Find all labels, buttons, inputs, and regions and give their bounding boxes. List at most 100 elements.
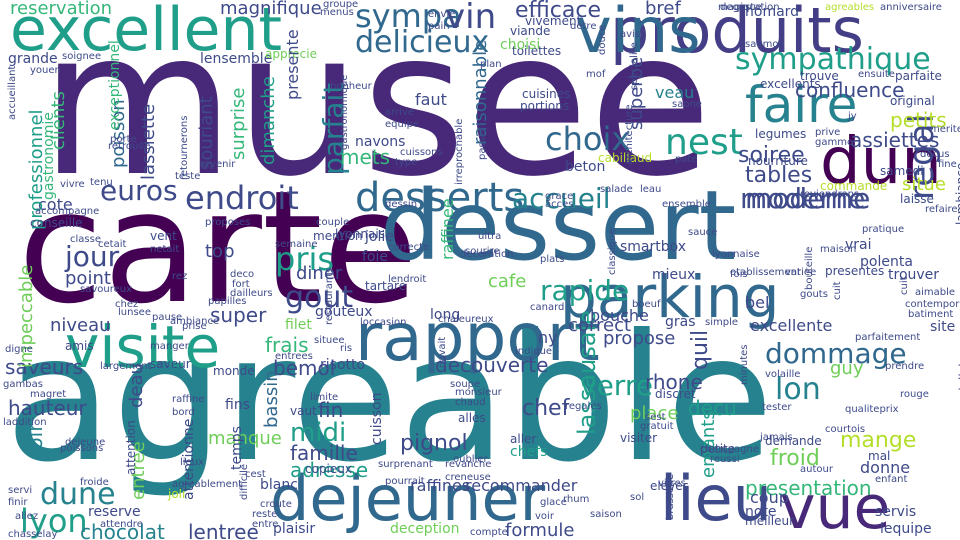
word-222: soupe [450, 379, 481, 390]
word-50: assiettes [850, 128, 940, 152]
word-332: surprenant [378, 459, 433, 470]
word-247: chasselay [8, 529, 58, 540]
word-103: note [745, 504, 777, 520]
word-138: trouve [800, 69, 839, 83]
word-328: volaille [765, 369, 801, 380]
word-225: deco [230, 269, 255, 280]
word-133: nourriture [748, 154, 808, 168]
word-207: prendre [885, 361, 925, 372]
word-131: cabillaud [598, 151, 653, 165]
word-233: classe [70, 234, 101, 245]
word-330: refaire [925, 204, 958, 215]
word-338: cuit [899, 276, 910, 295]
word-107: reserve [88, 504, 141, 520]
word-141: original [890, 94, 935, 108]
word-11: lieu [660, 462, 772, 535]
word-199: leau [640, 184, 662, 195]
word-22: sympa [355, 0, 462, 35]
word-72: frais [265, 333, 309, 357]
word-324: lyonnaise [712, 249, 760, 260]
word-61: saveurs [5, 355, 84, 379]
word-251: reste [252, 509, 278, 520]
word-192: sourire [465, 246, 500, 257]
word-231: netait [150, 244, 180, 255]
word-264: aimable [915, 287, 956, 298]
word-35: euros [100, 174, 178, 207]
word-57: top [205, 241, 235, 262]
word-217: qualiteprix [845, 404, 899, 415]
word-322: correcte [388, 242, 430, 253]
word-140: parfaite [895, 69, 942, 83]
word-204: canard [530, 302, 565, 313]
word-267: merite [930, 124, 960, 135]
word-240: dejeune [65, 437, 106, 448]
word-289: menus [320, 7, 354, 18]
word-206: parfaitement [855, 332, 921, 343]
word-65: famille [290, 441, 358, 465]
word-280: jamais [760, 432, 793, 443]
word-316: ris [340, 343, 353, 354]
word-265: contemporain [905, 299, 960, 310]
word-304: manger [150, 341, 189, 352]
word-150: surprise [228, 87, 249, 160]
word-274: prive [815, 127, 841, 138]
word-122: smartbox [620, 239, 687, 255]
word-124: vrai [845, 237, 872, 253]
word-302: cuisson [369, 392, 385, 446]
word-14: faire [745, 76, 858, 134]
word-220: regales [565, 401, 602, 412]
word-253: compte [470, 527, 508, 538]
word-219: attention [124, 420, 138, 475]
word-157: mention [313, 229, 363, 243]
word-20: sympathique [735, 42, 931, 77]
word-260: revanche [445, 459, 492, 470]
word-292: soignee [62, 51, 102, 62]
word-56: cote [38, 195, 73, 214]
word-165: aller [510, 432, 537, 446]
word-100: servis [875, 504, 917, 520]
word-173: voir [535, 511, 554, 522]
word-44: formule [505, 520, 575, 540]
word-129: moderne [745, 182, 871, 215]
word-114: fins [225, 397, 250, 413]
word-28: lon [775, 372, 821, 407]
word-303: restaurants [324, 267, 335, 325]
word-106: gras [665, 314, 696, 330]
word-212: sest [645, 412, 666, 423]
word-164: alles [458, 411, 486, 425]
word-23: vin [445, 0, 497, 37]
word-77: cafe [488, 271, 527, 292]
word-136: laisse [900, 192, 934, 206]
word-2: agreable [5, 298, 774, 501]
word-258: decoration [460, 249, 514, 260]
word-42: chocolat [80, 520, 165, 540]
word-117: gouteux [315, 304, 373, 320]
word-339: dessin [385, 199, 418, 210]
word-126: presentes [825, 264, 885, 278]
word-188: navons [355, 134, 406, 150]
word-139: ensuite [858, 69, 895, 80]
word-229: rez [172, 271, 188, 282]
word-221: monsieur [455, 387, 502, 398]
word-226: fort [232, 279, 250, 290]
word-21: delicieux [355, 25, 490, 60]
word-250: attendre [100, 519, 143, 530]
word-71: bemol [273, 356, 336, 380]
word-52: confluence [795, 78, 905, 102]
word-26: magnifique [220, 0, 322, 19]
word-318: ny [538, 328, 558, 347]
word-84: bref [645, 0, 681, 19]
word-242: raffine [172, 394, 205, 405]
word-83: situe [902, 174, 946, 195]
word-178: degustation [720, 2, 780, 13]
word-295: teste [175, 171, 201, 182]
word-311: pause [152, 312, 183, 323]
word-170: servi [8, 485, 33, 496]
word-46: froid [770, 446, 820, 471]
word-158: semaine [275, 239, 318, 250]
word-115: vaut [290, 404, 317, 418]
word-151: dimanche [258, 76, 279, 165]
word-4: produits [610, 0, 864, 67]
word-175: meilleur [745, 514, 794, 528]
word-66: adresse [290, 458, 369, 482]
